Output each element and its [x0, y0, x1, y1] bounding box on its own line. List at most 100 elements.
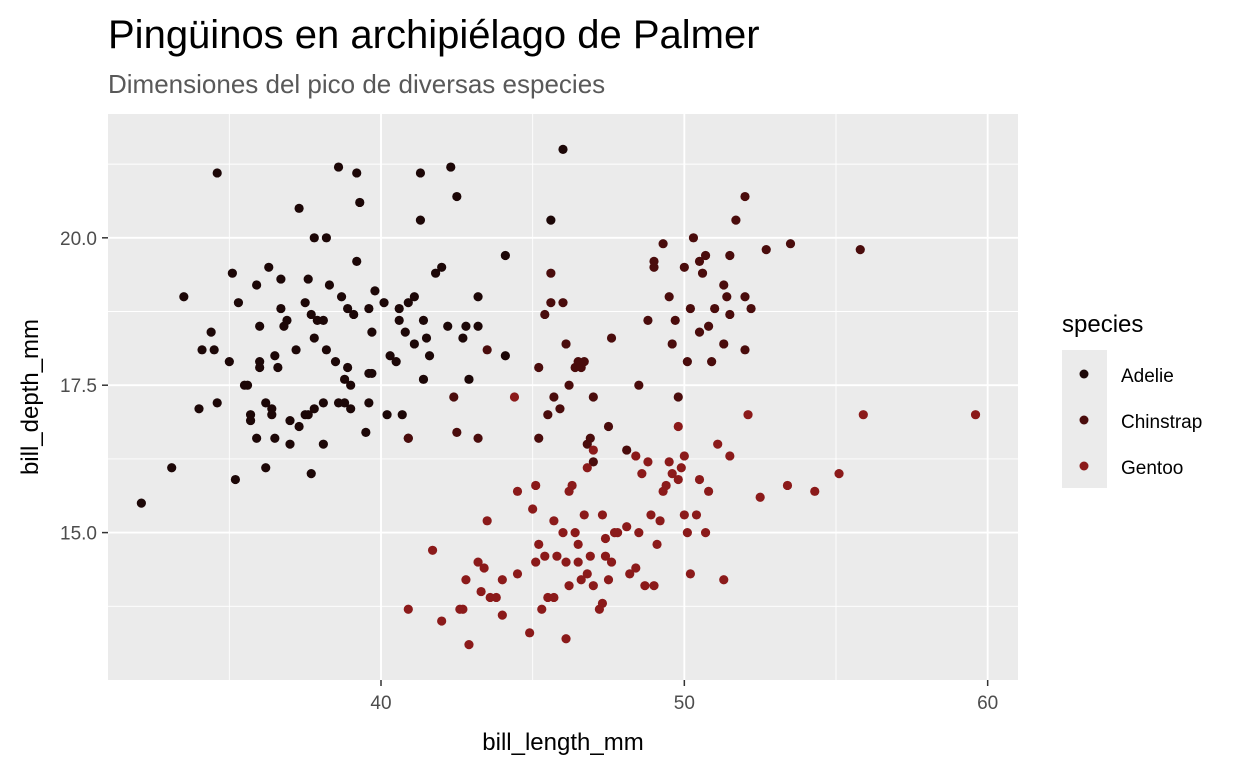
data-point-gentoo	[658, 486, 668, 496]
data-point-chinstrap	[564, 380, 574, 390]
data-point-gentoo	[713, 439, 723, 449]
grid-minor	[108, 114, 1018, 680]
data-point-chinstrap	[561, 339, 571, 349]
data-point-adelie	[309, 233, 319, 243]
data-point-adelie	[285, 415, 295, 426]
data-point-adelie	[346, 404, 356, 414]
data-point-adelie	[437, 262, 447, 272]
legend: species Adelie Chinstrap Gentoo	[1062, 311, 1202, 488]
data-point-gentoo	[691, 510, 702, 520]
data-point-gentoo	[719, 575, 729, 585]
data-point-gentoo	[810, 486, 820, 496]
data-point-gentoo	[673, 474, 683, 485]
data-point-adelie	[194, 404, 204, 414]
data-point-adelie	[273, 362, 283, 373]
grid-major	[108, 114, 1018, 680]
data-point-gentoo	[576, 575, 586, 585]
data-point-chinstrap	[740, 191, 750, 202]
data-point-adelie	[473, 292, 483, 302]
data-point-gentoo	[597, 510, 608, 520]
data-point-adelie	[415, 215, 426, 225]
data-point-adelie	[446, 162, 456, 172]
data-point-gentoo	[700, 528, 711, 538]
legend-key-gentoo	[1079, 461, 1089, 471]
data-point-adelie	[461, 321, 471, 331]
data-point-adelie	[227, 268, 237, 278]
data-point-adelie	[270, 351, 280, 361]
data-point-gentoo	[655, 516, 665, 526]
data-point-gentoo	[673, 421, 683, 432]
data-point-chinstrap	[546, 298, 556, 308]
data-point-adelie	[224, 357, 234, 367]
data-point-adelie	[367, 327, 377, 337]
data-point-adelie	[473, 321, 483, 331]
data-point-chinstrap	[622, 445, 632, 455]
series-gentoo	[403, 392, 981, 650]
data-point-chinstrap	[449, 392, 459, 402]
series-adelie	[136, 144, 568, 508]
data-point-chinstrap	[588, 457, 598, 467]
data-point-chinstrap	[725, 250, 735, 261]
data-point-adelie	[546, 215, 556, 225]
data-point-adelie	[443, 321, 453, 331]
data-point-gentoo	[679, 510, 689, 520]
data-point-adelie	[421, 333, 432, 343]
data-point-gentoo	[634, 528, 644, 538]
data-point-adelie	[340, 398, 350, 408]
data-point-adelie	[309, 333, 319, 343]
data-point-chinstrap	[482, 345, 492, 355]
data-point-adelie	[264, 262, 274, 272]
data-point-chinstrap	[667, 339, 677, 349]
data-point-gentoo	[640, 581, 650, 591]
data-point-chinstrap	[534, 362, 544, 373]
data-point-adelie	[431, 268, 441, 278]
data-point-adelie	[252, 280, 262, 290]
data-point-gentoo	[652, 539, 662, 549]
x-tick-label: 50	[674, 693, 695, 714]
data-point-gentoo	[582, 463, 592, 473]
data-point-gentoo	[537, 604, 547, 614]
data-point-adelie	[458, 333, 468, 343]
data-point-adelie	[276, 274, 286, 284]
data-point-adelie	[403, 298, 413, 308]
data-point-adelie	[367, 368, 377, 379]
data-point-gentoo	[600, 533, 611, 544]
data-point-chinstrap	[643, 315, 653, 325]
data-point-gentoo	[461, 575, 471, 585]
data-point-chinstrap	[682, 357, 692, 367]
data-point-adelie	[282, 315, 292, 325]
data-point-gentoo	[834, 469, 844, 479]
data-point-gentoo	[509, 392, 520, 402]
chart-subtitle: Dimensiones del pico de diversas especie…	[108, 69, 605, 99]
data-point-adelie	[318, 439, 328, 449]
data-point-gentoo	[643, 457, 653, 467]
data-point-adelie	[212, 168, 222, 178]
x-axis-ticks: 40 50 60	[370, 680, 998, 714]
data-point-chinstrap	[719, 339, 729, 349]
data-point-adelie	[197, 345, 207, 355]
data-point-adelie	[346, 380, 356, 390]
data-point-adelie	[364, 303, 374, 314]
data-point-chinstrap	[673, 392, 683, 402]
data-point-adelie	[418, 315, 429, 325]
plot-panel	[108, 114, 1018, 680]
data-point-gentoo	[664, 457, 674, 467]
data-point-chinstrap	[603, 421, 614, 432]
data-point-gentoo	[606, 557, 617, 567]
series-chinstrap	[403, 191, 865, 467]
data-point-gentoo	[588, 581, 598, 591]
data-point-chinstrap	[740, 292, 750, 302]
data-point-gentoo	[667, 469, 677, 479]
data-point-gentoo	[970, 410, 981, 420]
data-point-gentoo	[858, 410, 868, 420]
data-point-chinstrap	[688, 233, 699, 243]
data-point-gentoo	[597, 598, 608, 608]
data-point-gentoo	[600, 551, 611, 561]
data-point-chinstrap	[452, 427, 462, 437]
data-point-gentoo	[782, 480, 793, 491]
data-point-chinstrap	[579, 357, 589, 367]
data-point-adelie	[267, 404, 277, 414]
data-point-gentoo	[631, 451, 641, 461]
data-point-gentoo	[482, 516, 492, 526]
